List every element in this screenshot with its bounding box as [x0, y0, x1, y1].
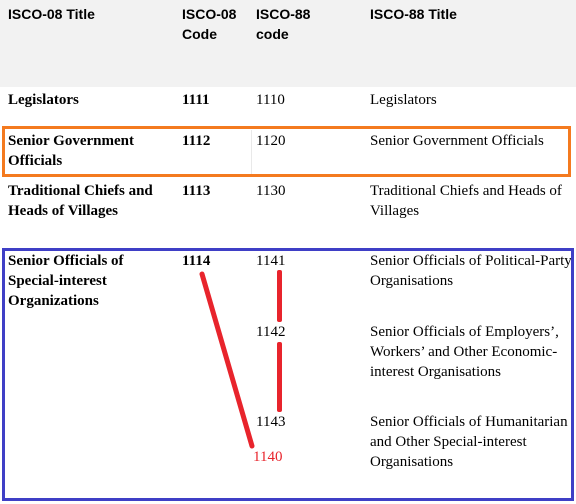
isco88-code: 1130 — [256, 183, 286, 199]
isco88-code: 1143 — [256, 414, 286, 430]
isco88-title: Traditional Chiefs and Heads of Villages — [370, 183, 562, 219]
connector-line-1141-1142 — [277, 270, 282, 322]
connector-line-1142-1143 — [277, 342, 282, 412]
isco08-title: Legislators — [8, 92, 79, 108]
isco88-title: Senior Government Officials — [370, 133, 544, 149]
isco08-code: 1112 — [182, 133, 211, 149]
isco08-title: Senior Officials of Special-interest Org… — [8, 253, 124, 309]
isco88-code: 1142 — [256, 324, 286, 340]
annotation-code-1140: 1140 — [253, 449, 283, 465]
header-isco88-code: ISCO-88 code — [256, 6, 311, 42]
isco88-title: Senior Officials of Political-Party Orga… — [370, 253, 572, 289]
table-header: ISCO-08 Title ISCO-08 Code ISCO-88 code … — [0, 0, 576, 87]
isco08-code: 1113 — [182, 183, 211, 199]
highlight-box-orange — [2, 126, 571, 177]
isco08-code: 1114 — [182, 253, 211, 269]
isco88-code: 1141 — [256, 253, 286, 269]
header-isco08-title: ISCO-08 Title — [8, 6, 95, 22]
isco08-title: Senior Government Officials — [8, 133, 134, 169]
isco08-title: Traditional Chiefs and Heads of Villages — [8, 183, 153, 219]
isco88-title: Senior Officials of Employers’, Workers’… — [370, 324, 559, 380]
header-isco88-title: ISCO-88 Title — [370, 6, 457, 22]
column-divider — [251, 130, 252, 175]
isco88-title: Legislators — [370, 92, 437, 108]
diagonal-connector — [199, 271, 255, 449]
isco88-code: 1110 — [256, 92, 285, 108]
isco08-code: 1111 — [182, 92, 210, 108]
isco88-title: Senior Officials of Humanitarian and Oth… — [370, 414, 568, 470]
isco88-code: 1120 — [256, 133, 286, 149]
header-isco08-code: ISCO-08 Code — [182, 6, 237, 42]
highlight-box-blue — [2, 248, 574, 501]
